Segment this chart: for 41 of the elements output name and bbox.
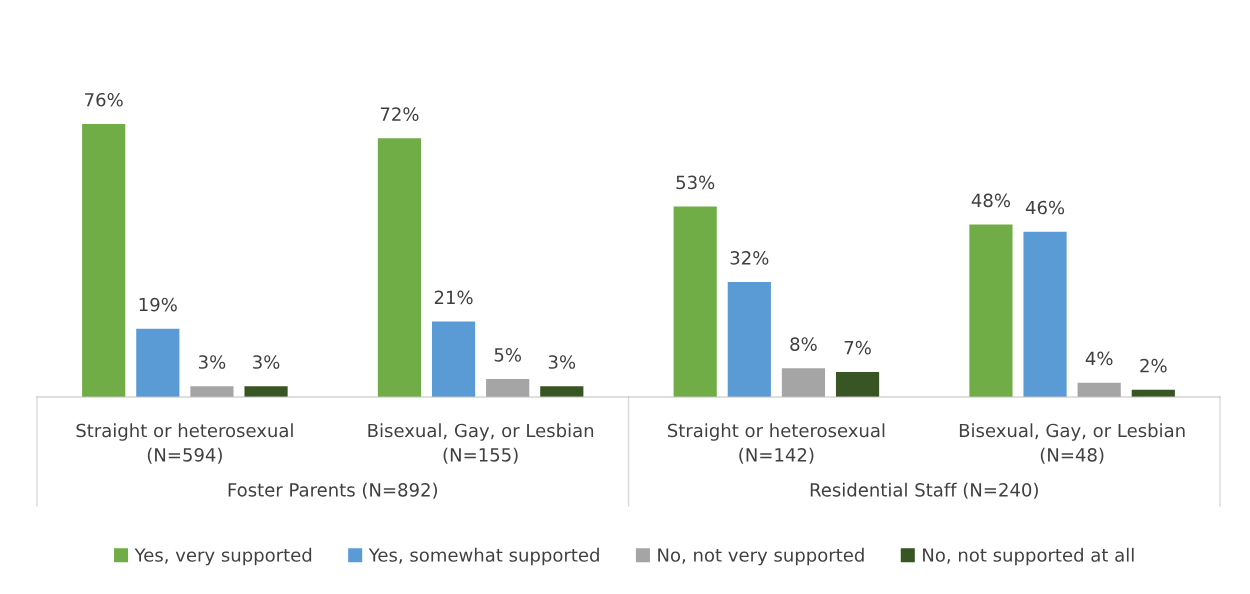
bar [244, 386, 288, 398]
data-label: 48% [971, 193, 1011, 208]
x-tick-label: Straight or heterosexual (N=142) [667, 423, 885, 464]
data-label: 32% [730, 251, 769, 265]
bar [486, 379, 530, 398]
data-label: 72% [380, 107, 419, 121]
data-label: 46% [1025, 200, 1065, 215]
bar [1023, 231, 1067, 398]
bar [82, 123, 126, 398]
x-tick-label: Bisexual, Gay, or Lesbian (N=48) [959, 423, 1185, 464]
data-label: 3% [548, 355, 576, 369]
data-label: 53% [676, 175, 715, 190]
legend-label: Yes, very supported [134, 547, 312, 566]
bar [781, 368, 826, 398]
data-label: 3% [253, 355, 280, 369]
bar [1077, 382, 1121, 398]
bar [190, 386, 234, 398]
legend-label: No, not supported at all [923, 547, 1134, 566]
bar [431, 321, 476, 398]
bar [727, 282, 771, 398]
bar [136, 328, 180, 398]
bar [673, 206, 717, 398]
data-label: 3% [198, 355, 226, 369]
legend-label: Yes, somewhat supported [368, 547, 599, 566]
x-tick-label: Bisexual, Gay, or Lesbian (N=155) [368, 423, 594, 464]
data-label: 19% [139, 297, 177, 312]
data-label: 4% [1085, 351, 1113, 366]
data-label: 21% [434, 290, 473, 305]
data-label: 5% [494, 348, 522, 362]
data-label: 2% [1140, 358, 1167, 373]
legend-label: No, not very supported [658, 547, 864, 566]
bar [540, 386, 584, 398]
bar [969, 224, 1013, 398]
text: Residential Staff (N=240) [810, 482, 1038, 499]
text: Foster Parents (N=892) [228, 482, 438, 499]
x-tick-label: Straight or heterosexual (N=594) [76, 423, 293, 464]
data-label: 7% [844, 340, 871, 355]
bar [835, 371, 880, 398]
data-label: 8% [790, 337, 817, 351]
bar [377, 138, 422, 398]
data-label: 76% [85, 92, 123, 107]
